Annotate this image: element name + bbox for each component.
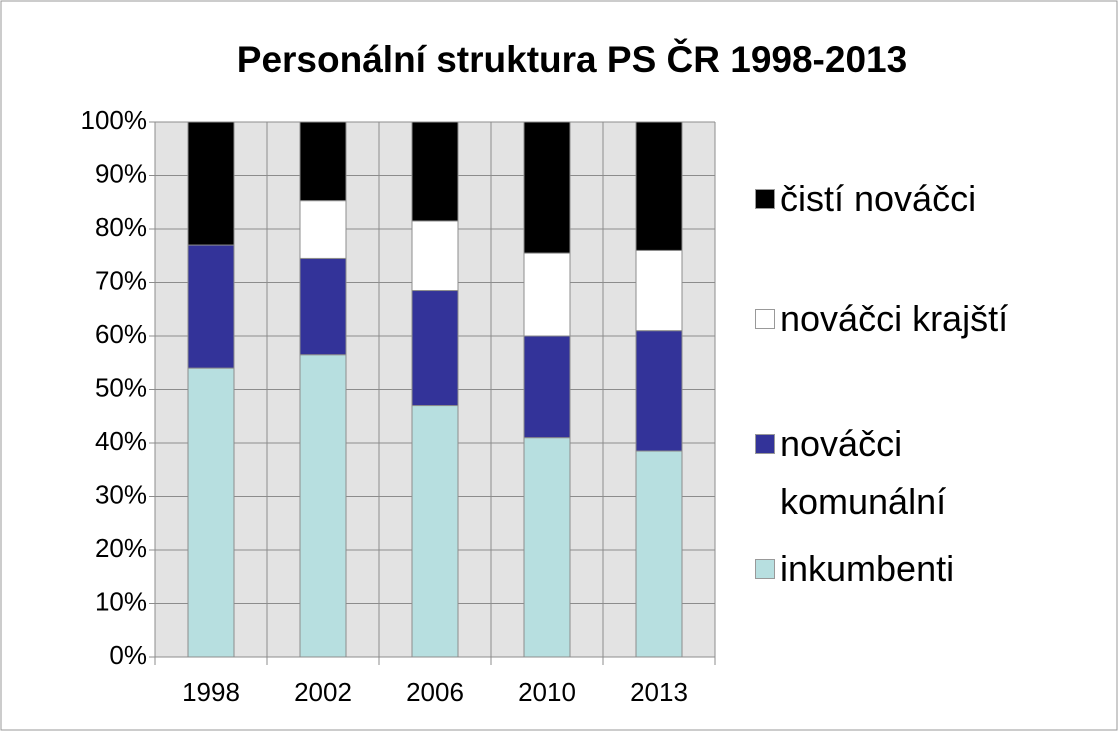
x-tick-label: 2002 <box>294 677 352 707</box>
y-tick-label: 100% <box>81 105 148 135</box>
legend-swatch <box>755 189 775 209</box>
y-tick-label: 80% <box>95 212 147 242</box>
legend-label: inkumbenti <box>780 548 955 589</box>
bar-segment <box>411 121 459 222</box>
bar-segment <box>523 437 571 658</box>
bar-segment <box>635 450 683 658</box>
bar-segment <box>411 220 459 292</box>
y-tick-label: 30% <box>95 479 147 509</box>
bar-segment <box>411 290 459 407</box>
bar-segment <box>187 244 235 369</box>
chart-title: Personální struktura PS ČR 1998-2013 <box>237 38 907 80</box>
y-tick-label: 70% <box>95 265 147 295</box>
bar-segment <box>635 249 683 332</box>
legend-item: čistí nováčci <box>755 170 1100 228</box>
bar-segment <box>187 121 235 246</box>
y-tick-label: 0% <box>109 640 147 670</box>
bar-segment <box>523 335 571 439</box>
legend-label: čistí nováčci <box>780 178 977 219</box>
legend-swatch <box>755 559 775 579</box>
x-tick-label: 2010 <box>518 677 576 707</box>
y-tick-label: 20% <box>95 533 147 563</box>
bar-segment <box>299 257 347 356</box>
x-tick-label: 1998 <box>182 677 240 707</box>
bar-segment <box>523 121 571 254</box>
bar-segment <box>411 405 459 658</box>
y-tick-label: 40% <box>95 426 147 456</box>
legend-item: inkumbenti <box>755 540 1100 598</box>
legend-item: nováčci krajští <box>755 290 1100 348</box>
x-tick-label: 2013 <box>630 677 688 707</box>
legend-label: nováčci krajští <box>780 298 1009 339</box>
bar-segment <box>299 200 347 259</box>
legend-swatch <box>755 309 775 329</box>
bar-segment <box>523 252 571 337</box>
bar-segment <box>299 354 347 658</box>
y-tick-label: 50% <box>95 372 147 402</box>
bar-segment <box>635 330 683 452</box>
legend-label: nováčci komunální <box>780 423 947 522</box>
x-tick-label: 2006 <box>406 677 464 707</box>
bar-segment <box>187 367 235 658</box>
legend-swatch <box>755 434 775 454</box>
bar-segment <box>299 121 347 202</box>
legend-item: nováčci komunální <box>755 415 980 531</box>
y-tick-label: 10% <box>95 586 147 616</box>
bar-segment <box>635 121 683 251</box>
y-tick-label: 90% <box>95 158 147 188</box>
y-tick-label: 60% <box>95 319 147 349</box>
